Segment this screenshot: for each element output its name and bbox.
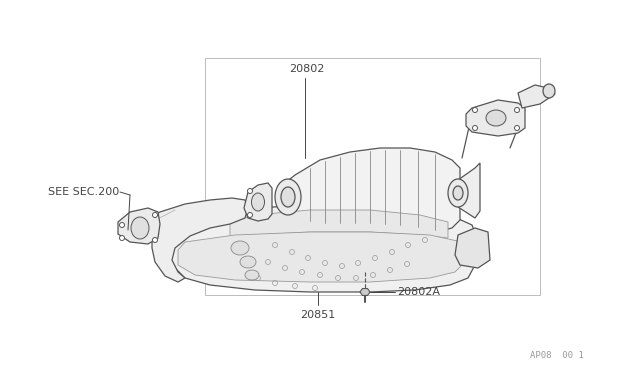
Polygon shape	[466, 100, 525, 136]
Polygon shape	[455, 228, 490, 268]
Polygon shape	[230, 210, 448, 240]
Ellipse shape	[281, 187, 295, 207]
Ellipse shape	[240, 256, 256, 268]
Text: SEE SEC.200: SEE SEC.200	[48, 187, 119, 197]
Ellipse shape	[131, 217, 149, 239]
Polygon shape	[458, 163, 480, 218]
Ellipse shape	[120, 235, 125, 241]
Ellipse shape	[543, 84, 555, 98]
Ellipse shape	[448, 179, 468, 207]
Ellipse shape	[248, 212, 253, 218]
Ellipse shape	[120, 222, 125, 228]
Polygon shape	[170, 205, 478, 292]
Ellipse shape	[472, 108, 477, 112]
Polygon shape	[135, 198, 248, 282]
Text: 20802A: 20802A	[397, 287, 440, 297]
Text: AP08  00 1: AP08 00 1	[530, 351, 584, 360]
Ellipse shape	[275, 179, 301, 215]
Ellipse shape	[152, 237, 157, 243]
Polygon shape	[178, 232, 465, 282]
Polygon shape	[285, 148, 460, 232]
Ellipse shape	[248, 189, 253, 193]
Ellipse shape	[515, 108, 520, 112]
Polygon shape	[360, 289, 370, 295]
Ellipse shape	[515, 125, 520, 131]
Ellipse shape	[152, 212, 157, 218]
Polygon shape	[244, 183, 272, 221]
Ellipse shape	[231, 241, 249, 255]
Ellipse shape	[245, 270, 259, 280]
Ellipse shape	[453, 186, 463, 200]
Ellipse shape	[472, 125, 477, 131]
Ellipse shape	[252, 193, 264, 211]
Polygon shape	[518, 85, 555, 108]
Text: 20851: 20851	[300, 310, 335, 320]
Polygon shape	[118, 208, 160, 244]
Ellipse shape	[486, 110, 506, 126]
Text: 20802: 20802	[289, 64, 324, 74]
